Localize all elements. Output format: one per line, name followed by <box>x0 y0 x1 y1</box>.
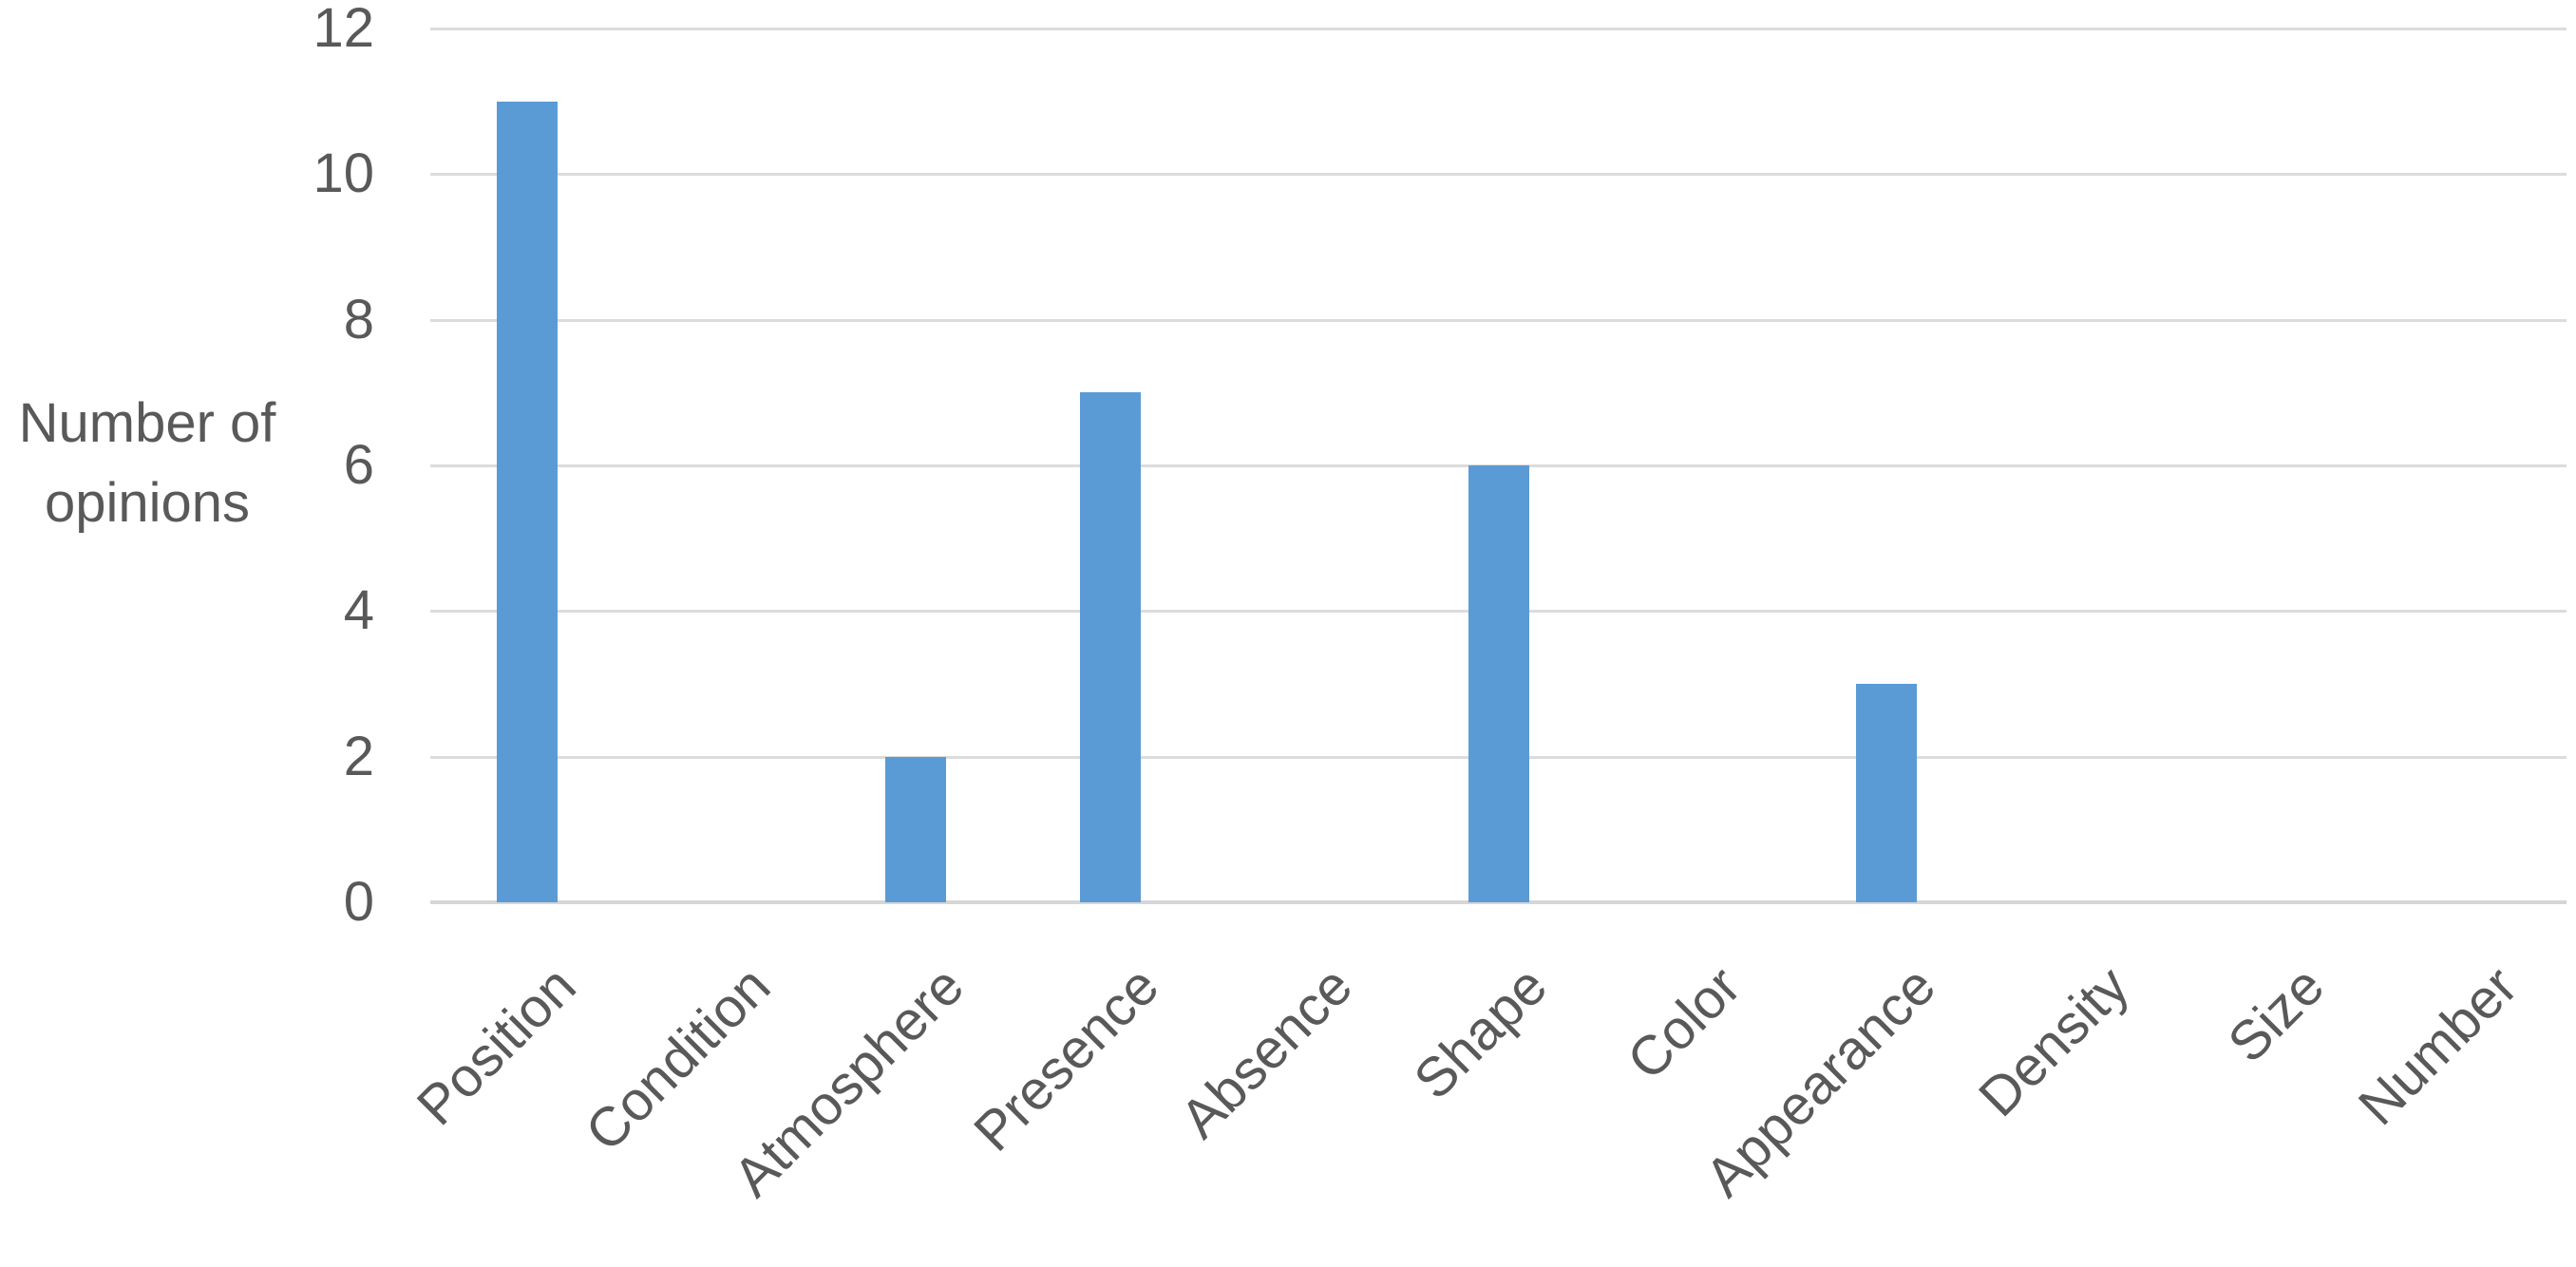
x-axis-label-size: Size <box>2215 955 2336 1075</box>
bar-position <box>497 101 559 902</box>
y-tick-label: 6 <box>343 434 374 496</box>
x-axis-label-density: Density <box>1967 955 2142 1129</box>
x-axis-label-absence: Absence <box>1168 955 1365 1150</box>
gridline <box>430 173 2567 177</box>
x-axis-label-shape: Shape <box>1402 955 1559 1111</box>
bar-appearance <box>1856 684 1918 902</box>
y-tick-label: 4 <box>343 579 374 642</box>
y-tick-label: 2 <box>343 725 374 787</box>
y-tick-label: 8 <box>343 288 374 350</box>
gridline <box>430 318 2567 322</box>
x-axis-label-number: Number <box>2347 955 2530 1138</box>
y-tick-label: 10 <box>313 142 374 205</box>
x-axis-label-condition: Condition <box>573 955 782 1163</box>
bar-atmosphere <box>885 756 947 902</box>
gridline <box>430 28 2567 30</box>
y-tick-label: 0 <box>343 871 374 933</box>
x-axis-label-color: Color <box>1616 955 1753 1092</box>
x-axis-label-presence: Presence <box>961 955 1170 1163</box>
x-axis-line <box>430 900 2567 904</box>
bar-presence <box>1079 392 1141 902</box>
y-axis-title: Number of opinions <box>18 392 276 534</box>
x-axis-label-position: Position <box>405 955 588 1138</box>
bar-shape <box>1468 465 1529 902</box>
y-tick-label: 12 <box>313 0 374 59</box>
